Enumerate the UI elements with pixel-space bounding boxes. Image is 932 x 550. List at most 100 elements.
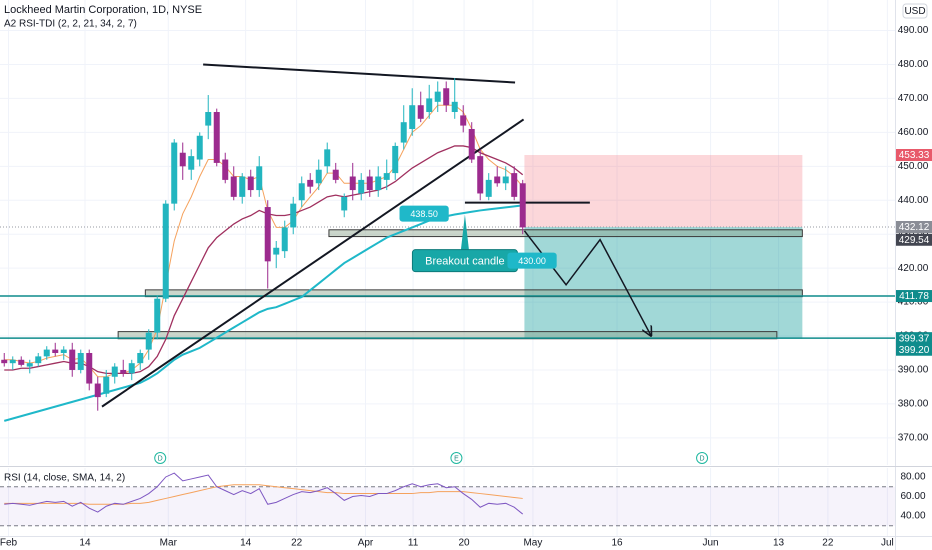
candle-body — [349, 176, 356, 191]
event-label: D — [158, 455, 163, 462]
price-axis-label — [896, 290, 932, 303]
candle-body — [154, 298, 161, 333]
candle-body — [230, 176, 237, 197]
x-tick-label: 16 — [612, 538, 624, 549]
candle-body — [60, 349, 67, 353]
rsi-tick-label: 60.00 — [900, 491, 925, 502]
callout-text: Breakout candle — [425, 256, 505, 268]
candle-body — [341, 196, 348, 211]
currency-badge[interactable] — [902, 3, 928, 19]
candle-body — [171, 142, 178, 204]
y-tick-label: 480.00 — [898, 59, 929, 70]
price-axis-label-text: 453.33 — [899, 150, 930, 161]
x-tick-label: Jun — [702, 538, 718, 549]
candle-body — [494, 176, 501, 184]
candle-body — [94, 383, 101, 398]
candle-body — [43, 349, 50, 357]
price-axis-label-text: 399.20 — [899, 345, 930, 356]
candle-body — [315, 169, 322, 184]
candle-body — [145, 332, 152, 350]
x-tick-label: Feb — [0, 538, 18, 549]
price-axis-label — [896, 233, 932, 246]
x-tick-label: Apr — [358, 538, 374, 549]
candle-body — [460, 115, 467, 126]
candle-body — [179, 152, 186, 167]
candle-body — [120, 369, 127, 374]
currency: USD — [904, 6, 925, 17]
candle-body — [281, 227, 288, 252]
candle-body — [239, 176, 246, 197]
candle-body — [77, 352, 84, 370]
rsi-title: RSI (14, close, SMA, 14, 2) — [4, 473, 125, 484]
candle-body — [52, 349, 59, 353]
y-tick-label: 460.00 — [898, 127, 929, 138]
candle-body — [9, 359, 16, 364]
event-label: D — [700, 455, 705, 462]
x-tick-label: Jul — [881, 538, 894, 549]
candle-body — [417, 105, 424, 119]
candle-body — [222, 159, 229, 180]
x-tick-label: 22 — [291, 538, 303, 549]
candle-body — [502, 176, 509, 184]
price-axis-label — [896, 221, 932, 234]
candle-body — [366, 176, 373, 191]
x-tick-label: 20 — [459, 538, 471, 549]
candle-body — [256, 166, 263, 191]
candle-body — [205, 112, 212, 126]
x-tick-label: May — [523, 538, 542, 549]
x-tick-label: 11 — [408, 538, 419, 549]
x-tick-label: 22 — [822, 538, 834, 549]
candle-body — [307, 179, 314, 187]
price-axis-label-text: 432.12 — [899, 222, 930, 233]
candle-body — [86, 352, 93, 384]
trendline — [101, 118, 525, 408]
x-tick-label: 13 — [773, 538, 785, 549]
y-tick-label: 470.00 — [898, 93, 929, 104]
candle-body — [383, 173, 390, 180]
price-axis-label-text: 411.78 — [899, 291, 929, 302]
y-tick-label: 450.00 — [898, 161, 929, 172]
candle-body — [358, 179, 365, 194]
candle-body — [375, 176, 382, 191]
candle-body — [69, 349, 76, 370]
price-axis-label — [896, 149, 932, 162]
candle-body — [128, 363, 135, 374]
x-tick-label: Mar — [160, 538, 178, 549]
x-tick-label: 14 — [79, 538, 91, 549]
candle-body — [400, 122, 407, 143]
price-axis-label-text: 429.54 — [899, 235, 930, 246]
candle-body — [434, 91, 441, 102]
rsi-tick-label: 80.00 — [900, 472, 925, 483]
candle-body — [1, 359, 8, 364]
target-zone — [524, 227, 803, 339]
event-icon — [696, 452, 709, 464]
price-axis-label-text: 399.37 — [899, 333, 930, 344]
y-tick-label: 390.00 — [898, 365, 929, 376]
candle-body — [137, 352, 144, 364]
candle-body — [290, 203, 297, 228]
candle-body — [409, 105, 416, 129]
y-tick-label: 380.00 — [898, 399, 929, 410]
candle-body — [511, 173, 518, 197]
candle-body — [35, 356, 42, 364]
candle-body — [298, 183, 305, 201]
price-axis-label — [896, 332, 932, 345]
candle-body — [519, 183, 526, 228]
candle-body — [451, 101, 458, 113]
candle-body — [247, 176, 254, 191]
candle-body — [213, 112, 220, 163]
event-icon — [154, 452, 167, 464]
candle-body — [443, 88, 450, 106]
candle-body — [332, 169, 339, 180]
y-tick-label: 370.00 — [898, 432, 929, 443]
callout-box — [507, 252, 557, 269]
candle-body — [111, 366, 118, 377]
candle-body — [273, 247, 280, 255]
candle-body — [485, 179, 492, 197]
candle-body — [18, 359, 25, 365]
candle-body — [264, 207, 271, 262]
candle-body — [392, 145, 399, 174]
price-axis-label — [896, 343, 932, 356]
